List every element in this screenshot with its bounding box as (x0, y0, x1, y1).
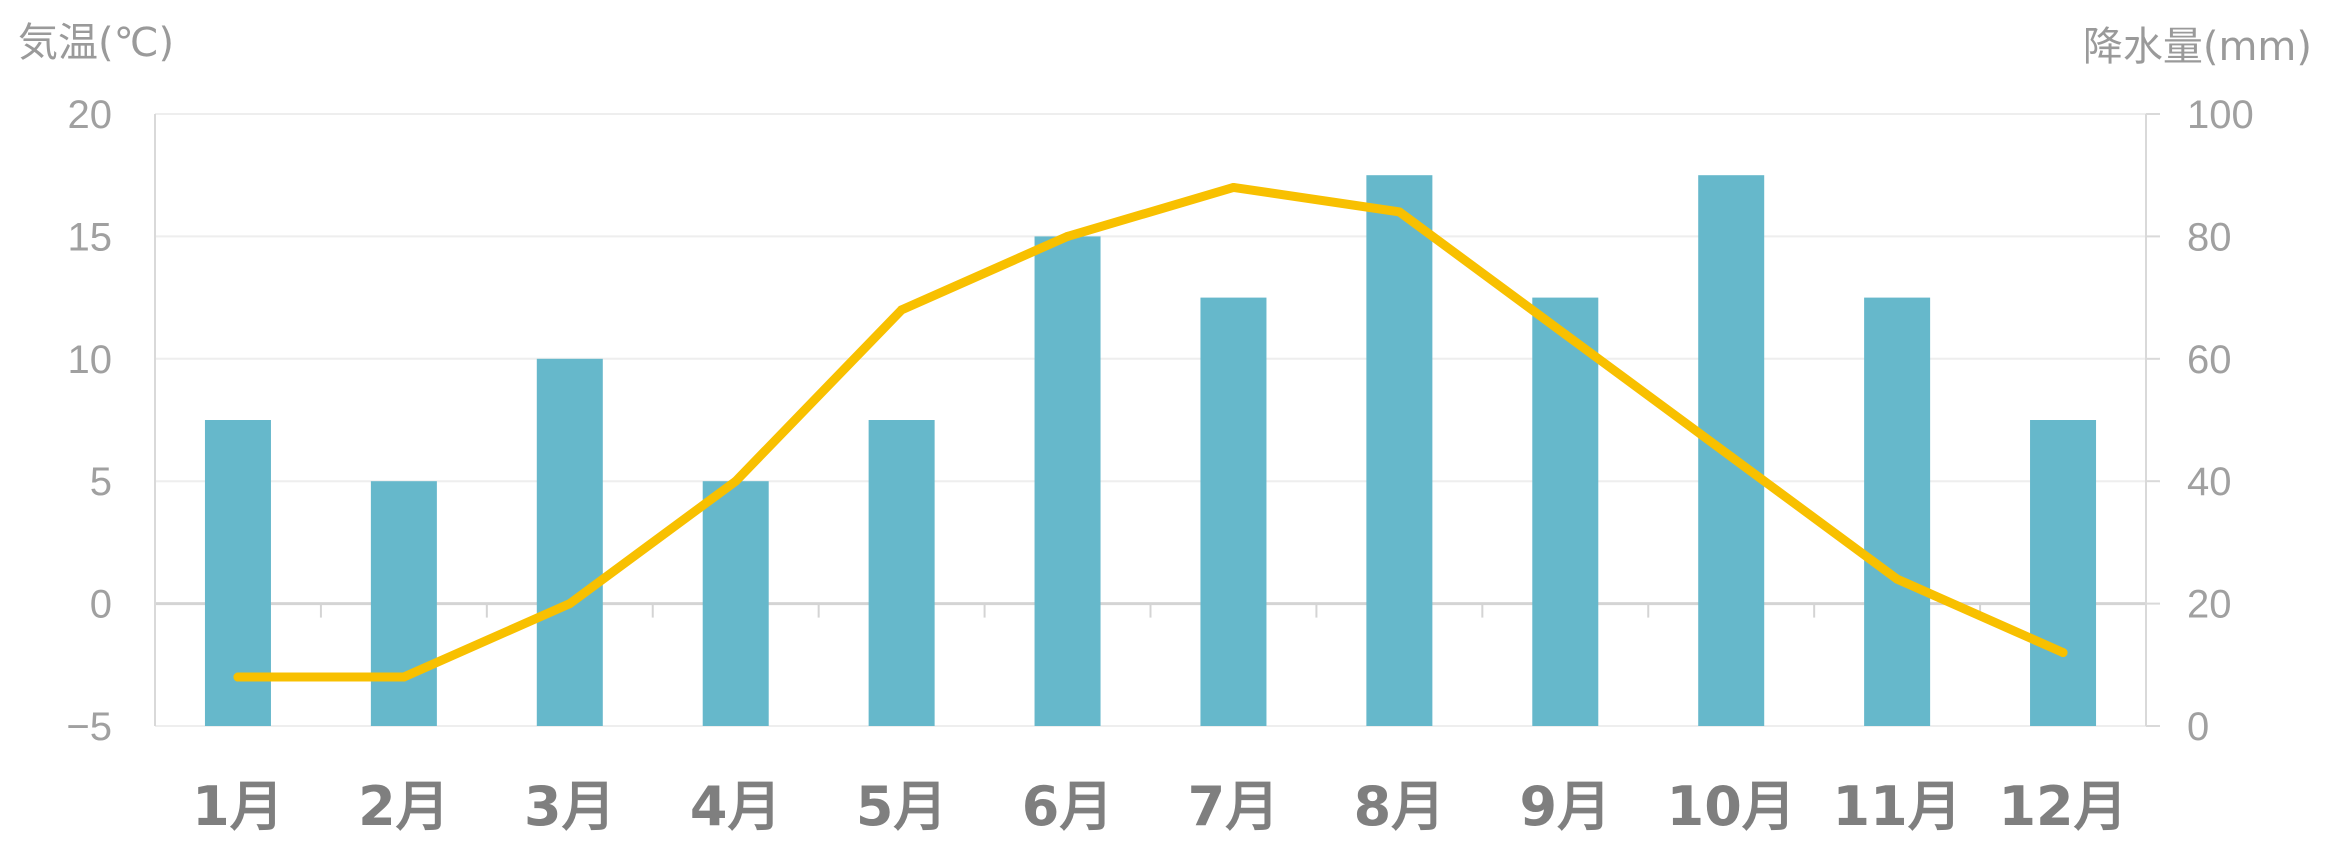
temperature-point (1228, 182, 1238, 192)
category-label: 6月 (1022, 775, 1114, 838)
precipitation-bars (204, 175, 2097, 726)
precipitation-bar (702, 481, 769, 726)
temperature-point (1560, 329, 1570, 339)
left-tick-labels: 20 15 10 5 0 −5 (66, 93, 112, 749)
right-tick-label: 100 (2187, 93, 2254, 137)
right-tick-label: 20 (2187, 583, 2232, 627)
category-label: 11月 (1833, 775, 1962, 838)
left-tick-label: −5 (66, 705, 112, 749)
left-tick-label: 20 (68, 93, 113, 137)
right-tick-label: 60 (2187, 338, 2232, 382)
right-tick-label: 0 (2187, 705, 2209, 749)
category-label: 8月 (1354, 775, 1446, 838)
category-label: 10月 (1667, 775, 1796, 838)
temperature-point (1063, 231, 1073, 241)
temperature-point (1892, 574, 1902, 584)
category-label: 9月 (1520, 775, 1612, 838)
category-label: 2月 (358, 775, 450, 838)
category-label: 1月 (192, 775, 284, 838)
temperature-point (2058, 648, 2068, 658)
category-label: 12月 (1998, 775, 2127, 838)
precipitation-bar (536, 358, 603, 726)
category-label: 3月 (524, 775, 616, 838)
gridlines (155, 113, 2146, 727)
right-tick-label: 40 (2187, 460, 2232, 504)
temperature-point (399, 672, 409, 682)
right-tick-labels: 100 80 60 40 20 0 (2187, 93, 2254, 749)
temperature-line-group (233, 182, 2068, 682)
precipitation-bar (868, 420, 935, 726)
left-tick-label: 5 (90, 460, 112, 504)
axes (154, 113, 2160, 727)
category-labels: 1月 2月 3月 4月 5月 6月 7月 8月 9月 10月 11月 12月 (192, 775, 2127, 838)
left-tick-label: 0 (90, 583, 112, 627)
temperature-point (565, 599, 575, 609)
temperature-point (731, 476, 741, 486)
right-tick-label: 80 (2187, 215, 2232, 259)
precipitation-bar (1532, 297, 1599, 726)
precipitation-bar (1034, 236, 1101, 726)
precipitation-bar (2030, 420, 2097, 726)
precipitation-bar (1200, 297, 1267, 726)
right-axis-title: 降水量(mm) (2083, 24, 2312, 70)
temperature-point (1394, 207, 1404, 217)
left-tick-label: 15 (68, 215, 113, 259)
precipitation-bar (1366, 175, 1433, 726)
temperature-line (233, 182, 2068, 682)
category-label: 4月 (690, 775, 782, 838)
precipitation-bar (1864, 297, 1931, 726)
temperature-point (1726, 452, 1736, 462)
left-tick-label: 10 (68, 338, 113, 382)
temperature-point (233, 672, 243, 682)
category-label: 5月 (856, 775, 948, 838)
precipitation-bar (370, 481, 437, 726)
precipitation-bar (1698, 175, 1765, 726)
left-axis-title: 気温(℃) (18, 20, 174, 66)
category-label: 7月 (1188, 775, 1280, 838)
temperature-point (897, 305, 907, 315)
